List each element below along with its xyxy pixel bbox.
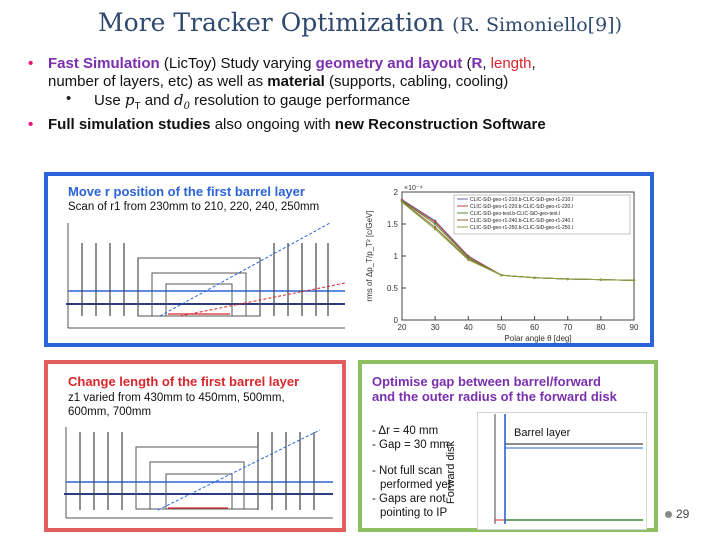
comma: , [482,55,487,72]
bullet-list: • Fast Simulation (LicToy) Study varying… [26,55,706,134]
resolution-text: resolution to gauge performance [194,92,411,109]
y-tick-label: 0 [394,316,399,325]
panel-blue-desc: Scan of r1 from 230mm to 210, 220, 240, … [68,201,320,213]
x-tick-label: 60 [530,323,539,332]
d0-symbol: d [173,91,184,109]
data-point [500,274,503,277]
barrel-layer-label: Barrel layer [514,427,571,439]
panel-red-desc-2: 600mm, 700mm [68,406,152,418]
x-tick-label: 70 [563,323,572,332]
gap-note-1: - Not full scan [372,465,443,477]
bullet-fast-simulation: • Fast Simulation (LicToy) Study varying… [26,55,706,91]
gap-item-gap: - Gap = 30 mm [372,439,450,451]
y-tick-label: 0.5 [387,284,399,293]
panel-blue-heading: Move r position of the first barrel laye… [68,184,305,199]
y-exponent: ×10⁻⁴ [404,185,423,192]
gap-note-4: pointing to IP [380,507,448,519]
x-axis-label: Polar angle θ [deg] [504,334,571,343]
gap-item-dr: - Δr = 40 mm [372,425,439,437]
comma: , [531,55,536,72]
fast-sim-text-line2b: (supports, cabling, cooling) [328,73,509,90]
slide-title: More Tracker Optimization (R. Simoniello… [0,8,720,37]
bullet-dot: • [28,116,34,133]
data-point [400,201,404,204]
data-point [533,276,536,279]
sub-bullet-dot: • [66,90,72,107]
barrel-layout-diagram [66,222,346,329]
panel-red-heading: Change length of the first barrel layer [68,374,300,389]
use-text: Use [94,92,121,109]
page-number: 29 [676,507,690,521]
and-text: and [144,92,170,109]
material-label: material [267,73,325,90]
x-tick-label: 80 [596,323,605,332]
y-tick-label: 2 [394,188,399,197]
x-tick-label: 30 [431,323,440,332]
x-tick-label: 90 [630,323,639,332]
data-point [433,227,437,231]
panel-barrel-length: Change length of the first barrel layer … [44,360,346,532]
legend-entry: CLIC-SiD-geo-r1-220.b-CLIC-SiD-geo-r1-22… [470,204,573,210]
x-tick-label: 20 [398,323,407,332]
x-tick-label: 50 [497,323,506,332]
fast-sim-text-line2: number of layers, etc) as well as [48,73,264,90]
barrel-length-diagram [64,427,333,519]
d0-subscript: 0 [183,101,190,112]
legend-box [453,194,631,235]
data-point [632,279,636,282]
r-label: R [471,55,483,72]
x-tick-label: 40 [464,323,473,332]
bullet-dot: • [28,55,34,72]
data-point [599,278,603,281]
fast-simulation-label: Fast Simulation [48,55,160,72]
full-sim-label: Full simulation studies [48,116,211,133]
fast-sim-text: (LicToy) Study varying [163,55,312,72]
forward-disk-label: Forward disk [445,441,457,504]
data-point [433,220,437,224]
pt-subscript: T [134,101,141,112]
gap-note-3: - Gaps are not [372,493,446,505]
panel-red-desc-1: z1 varied from 430mm to 450mm, 500mm, [68,392,285,404]
gap-note-2: performed yet [380,479,451,491]
geometry-label: geometry and layout [315,55,463,72]
length-label: length [490,55,532,72]
data-point [433,222,437,226]
sub-bullet-resolution: • Use pT and d0 resolution to gauge perf… [26,90,706,116]
data-point [433,226,437,229]
panel-barrel-radius: Move r position of the first barrel laye… [44,172,654,347]
slide-title-ref: (R. Simoniello[9]) [452,14,622,36]
legend-entry: CLIC-SiD-geo-r1-240.b-CLIC-SiD-geo-r1-24… [470,218,573,224]
pt-symbol: p [124,91,135,109]
panel-green-heading-2: and the outer radius of the forward disk [372,389,617,404]
legend-entry: CLIC-SiD-geo-test.b-CLIC-SiD-geo-test.l [470,211,560,217]
series-line-5 [401,201,635,281]
gap-diagram [477,412,647,530]
legend-entry: CLIC-SiD-geo-r1-250.b-CLIC-SiD-geo-r1-25… [470,225,573,231]
resolution-chart: 20 30 40 50 60 70 80 90 0 0.5 1 1.5 2 ×10⁻⁴ Polar angl… [365,185,639,343]
paren-open: ( [466,55,472,72]
data-point [566,277,569,281]
new-reco-label: new Reconstruction Software [334,116,546,133]
bullet-full-simulation: • Full simulation studies also ongoing w… [26,116,706,134]
y-tick-label: 1.5 [387,220,399,229]
page-dot [665,511,672,518]
data-point [467,258,470,262]
panel-gap-optimisation: Optimise gap between barrel/forward and … [358,360,658,532]
y-tick-label: 1 [394,252,399,261]
panel-green-heading-1: Optimise gap between barrel/forward [372,374,601,389]
legend-entry: CLIC-SiD-geo-r1-210.b-CLIC-SiD-geo-r1-21… [470,197,573,203]
full-sim-text: also ongoing with [214,116,331,133]
y-axis-label: rms of Δp_T/p_T² [c/GeV] [365,210,374,301]
slide-title-main: More Tracker Optimization [97,8,445,37]
